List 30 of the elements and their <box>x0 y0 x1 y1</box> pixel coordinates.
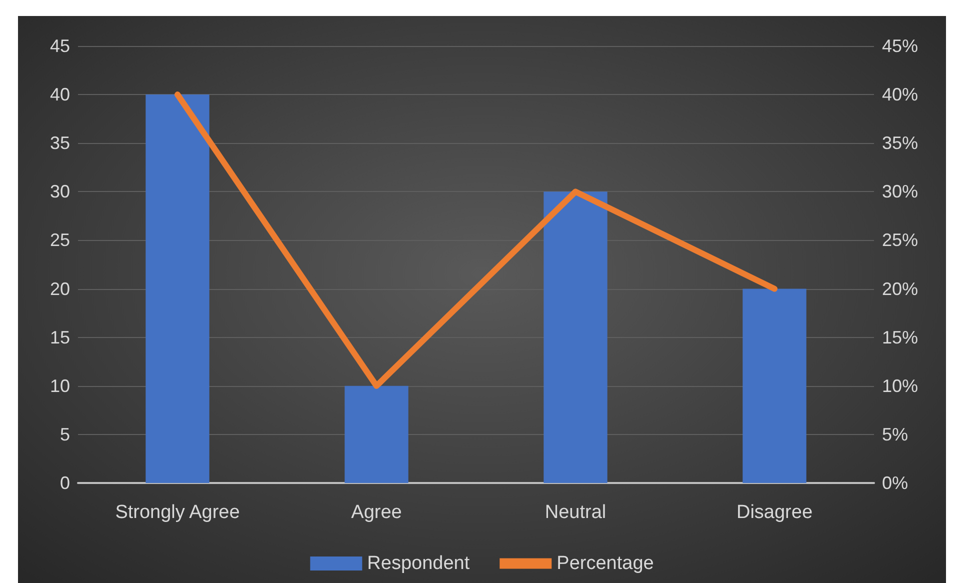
y2-tick-label: 5% <box>882 424 908 444</box>
y2-tick-label: 45% <box>882 36 918 56</box>
y2-tick-label: 20% <box>882 278 918 299</box>
y-tick-label: 30 <box>50 182 70 202</box>
y2-tick-label: 35% <box>882 133 918 154</box>
x-tick-label: Agree <box>351 502 402 523</box>
y-tick-label: 20 <box>50 278 70 299</box>
y-tick-label: 25 <box>50 230 70 250</box>
bar <box>146 94 210 483</box>
y-tick-label: 15 <box>50 327 70 348</box>
bar <box>742 288 806 483</box>
y-tick-label: 40 <box>50 84 70 105</box>
x-tick-label: Neutral <box>544 502 606 523</box>
y-tick-label: 10 <box>50 376 70 396</box>
bar <box>544 192 608 483</box>
x-tick-label: Disagree <box>736 502 813 523</box>
y2-tick-label: 10% <box>882 376 918 396</box>
y2-tick-label: 30% <box>882 182 918 202</box>
y-tick-label: 5 <box>60 424 70 444</box>
y-tick-label: 35 <box>50 133 70 154</box>
legend-label: Respondent <box>367 553 470 574</box>
y-tick-label: 45 <box>50 36 70 56</box>
y2-tick-label: 0% <box>882 473 908 493</box>
bar <box>344 386 408 483</box>
y2-tick-label: 40% <box>882 84 918 105</box>
x-tick-label: Strongly Agree <box>115 502 240 523</box>
legend-label: Percentage <box>556 553 654 574</box>
y-tick-label: 0 <box>60 473 70 493</box>
y2-tick-label: 25% <box>882 230 918 250</box>
y2-tick-label: 15% <box>882 327 918 348</box>
